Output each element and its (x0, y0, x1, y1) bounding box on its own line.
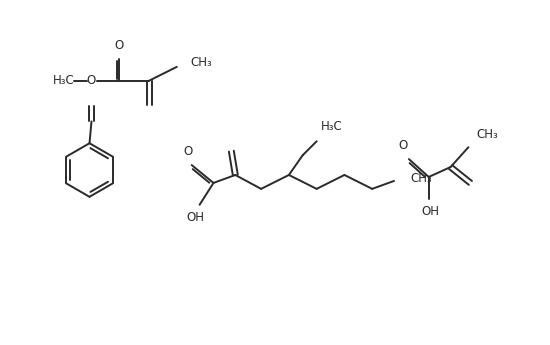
Text: O: O (114, 39, 124, 52)
Text: O: O (398, 139, 408, 152)
Text: OH: OH (186, 211, 205, 224)
Text: H₃C: H₃C (321, 120, 343, 133)
Text: OH: OH (422, 205, 440, 218)
Text: CH₃: CH₃ (191, 56, 212, 69)
Text: H₃C: H₃C (53, 74, 75, 87)
Text: O: O (87, 74, 96, 87)
Text: CH₃: CH₃ (410, 172, 432, 186)
Text: O: O (183, 145, 192, 158)
Text: CH₃: CH₃ (476, 128, 498, 141)
